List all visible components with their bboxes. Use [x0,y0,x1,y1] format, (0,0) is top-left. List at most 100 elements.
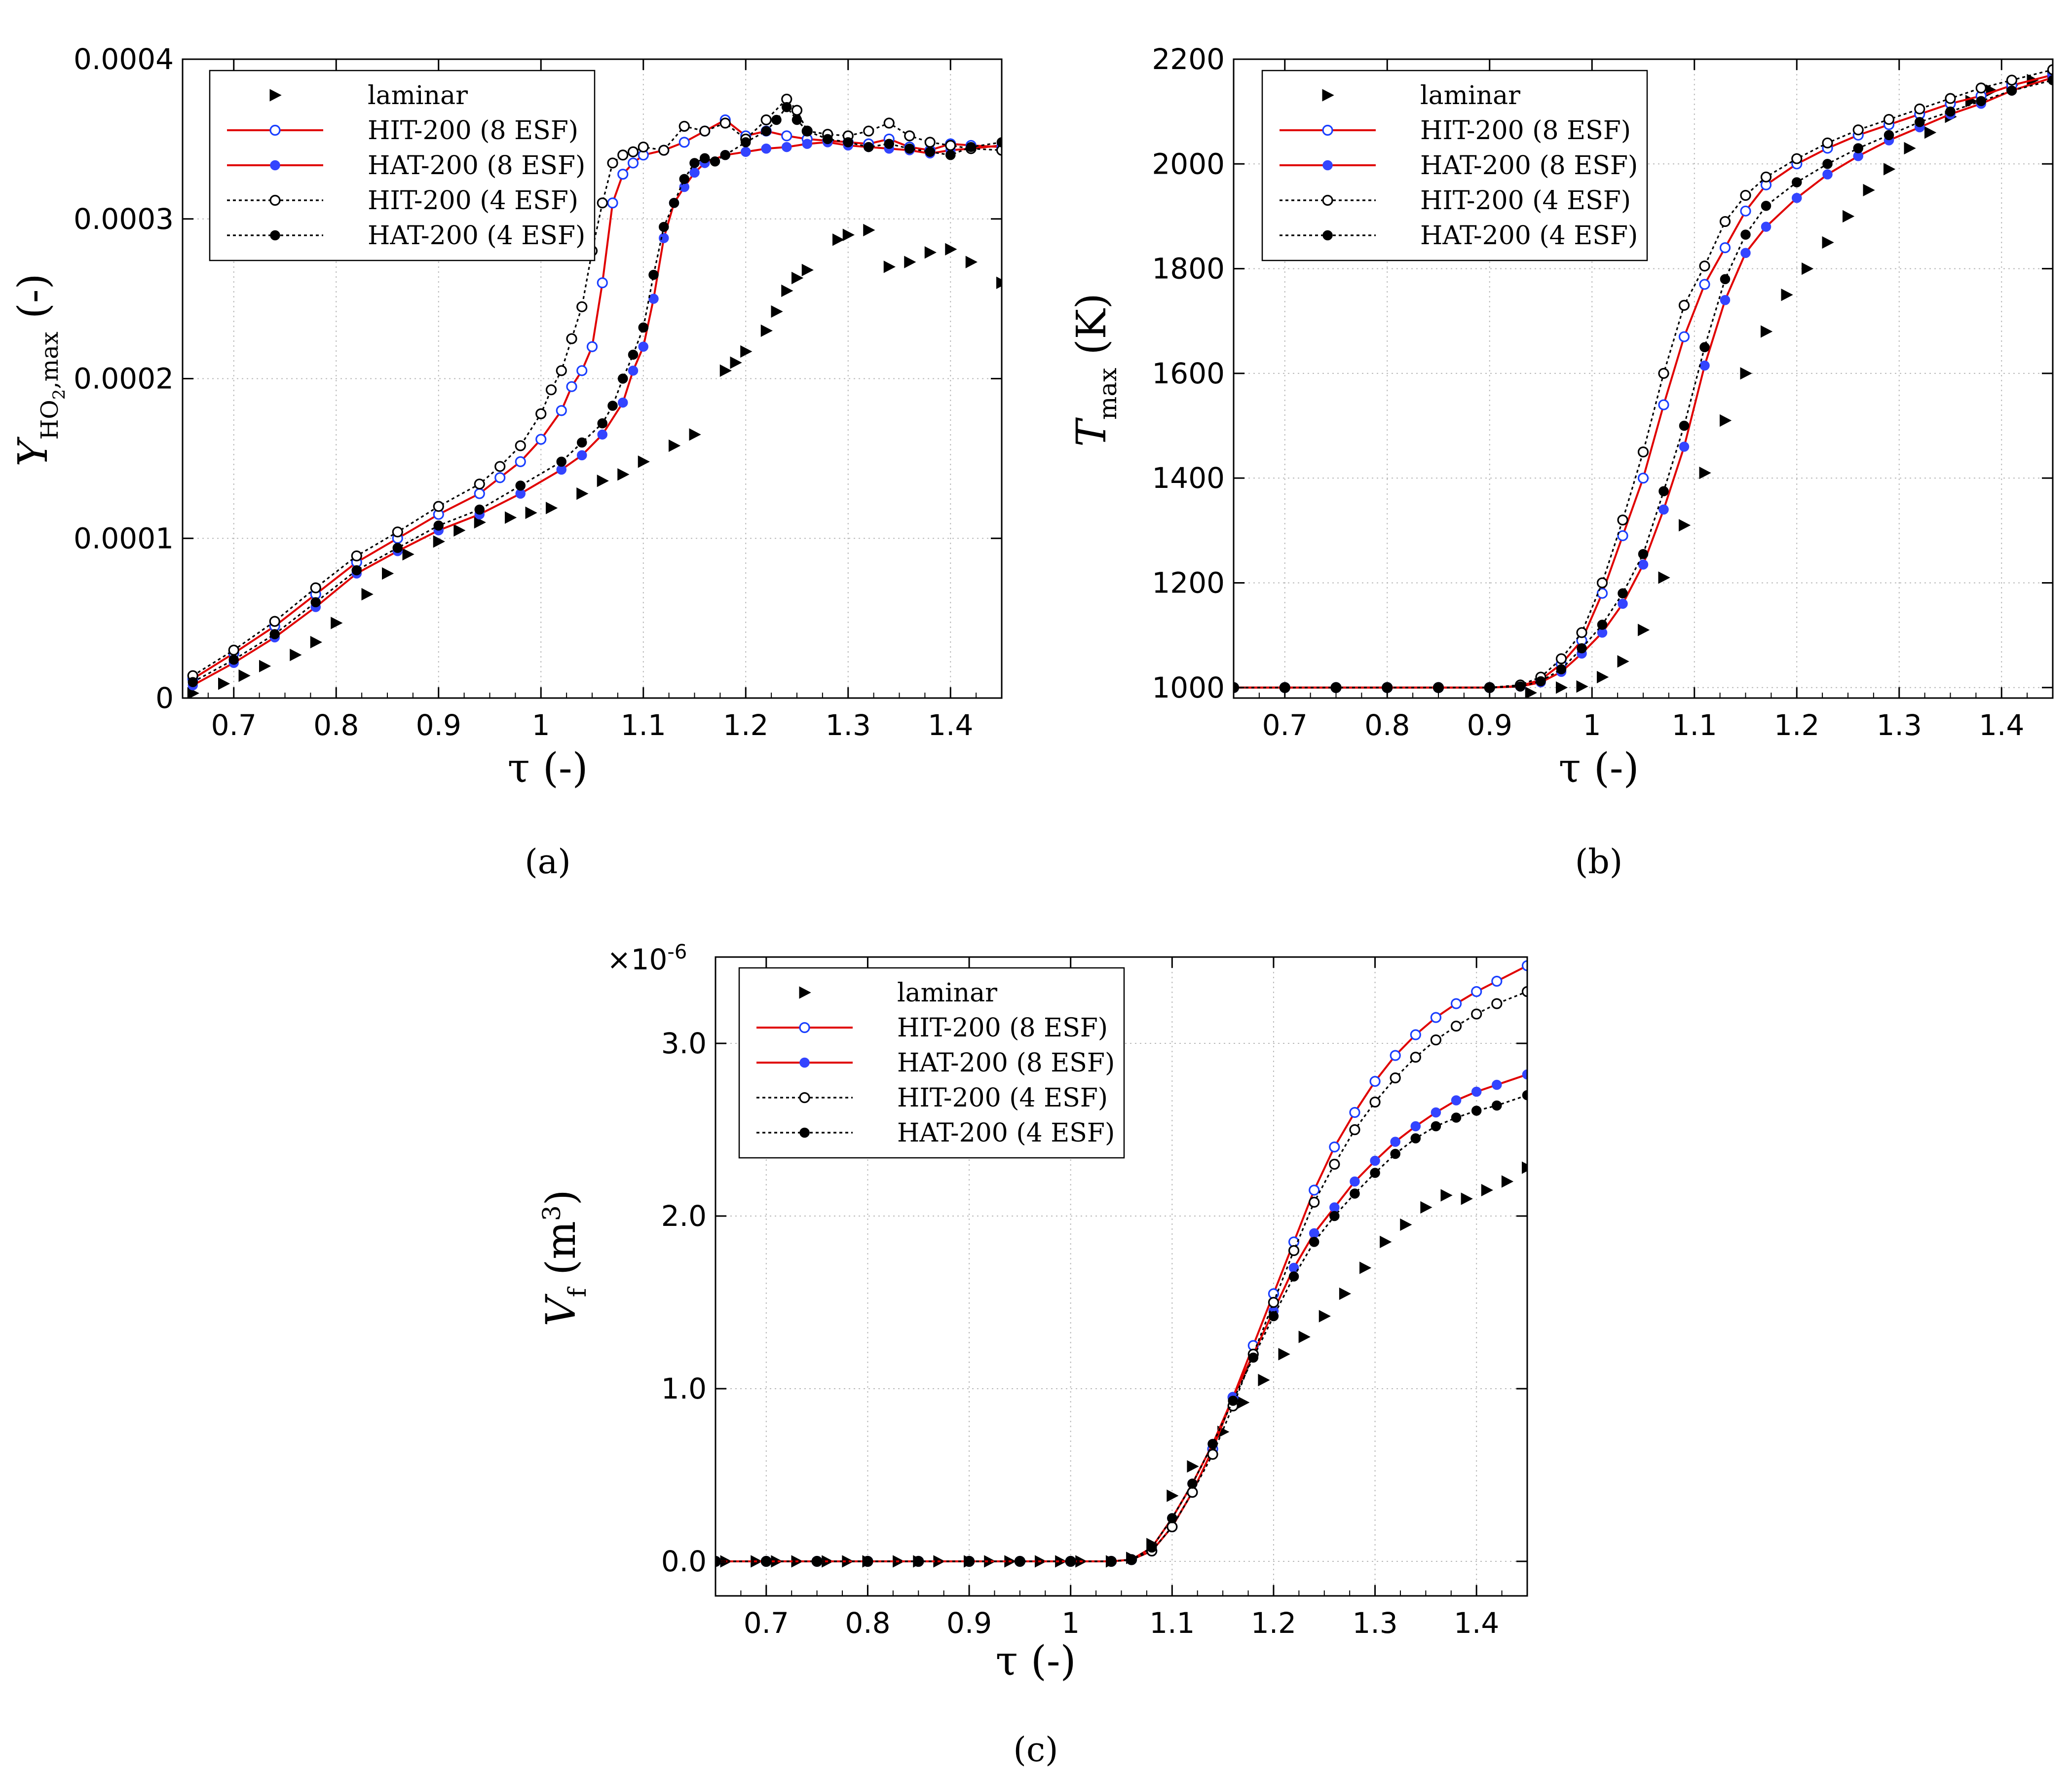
chart-a-point-laminar [259,660,271,672]
chart-c-point-hat-200-4-esf [1471,1106,1482,1116]
chart-a-point-hat-200-4-esf [669,198,679,208]
chart-a-point-laminar [638,455,650,468]
chart-a-point-hit-200-4-esf [310,582,321,593]
chart-c-legend-marker-laminar [799,986,811,999]
chart-c-ytick-label: 2.0 [661,1199,707,1233]
chart-b-ytick-label: 2000 [1152,147,1225,181]
chart-b-point-hit-200-4-esf [2047,64,2053,75]
chart-b-series [1234,64,2053,698]
chart-c-xtick-label: 1.4 [1454,1606,1499,1640]
chart-b-legend: laminar HIT-200 (8 ESF) HAT-200 (8 ESF) HIT… [1261,70,1648,261]
chart-c-point-laminar [1420,1201,1432,1214]
chart-b-point-laminar [1638,624,1650,636]
chart-a-point-laminar [238,669,251,682]
chart-b-point-hit-200-4-esf [1740,189,1751,201]
panel-c: τ (-) Vf (m3) ×10-6 (c) [537,941,1076,1770]
chart-c-point-laminar [1461,1192,1473,1205]
chart-c-point-hit-200-8-esf [1491,975,1503,987]
chart-a-point-hat-200-4-esf [761,126,771,136]
chart-b-point-laminar [1699,466,1711,480]
chart-c-point-hit-200-4-esf [1187,1486,1198,1498]
chart-c-legend-marker-hit-200-8-esf [799,1022,810,1034]
chart-c-point-laminar [1400,1218,1412,1231]
chart-a-point-hat-200-8-esf [782,142,792,152]
chart-b-point-hat-200-4-esf [1433,682,1444,693]
chart-a-point-hit-200-8-esf [586,341,598,352]
chart-c-xtick-label: 1.3 [1352,1606,1397,1640]
chart-a-point-hat-200-4-esf [628,349,639,360]
chart-c-point-laminar [1501,1175,1514,1188]
chart-a-point-hit-200-4-esf [678,120,690,132]
chart-c-point-hat-200-4-esf [1015,1556,1025,1567]
chart-c-point-hit-200-4-esf [1430,1034,1442,1046]
chart-a-legend-marker-hit-200-4-esf [269,194,281,206]
chart-c-point-laminar [1278,1348,1290,1361]
chart-a-point-laminar [904,256,916,268]
chart-a-point-laminar [669,439,681,452]
chart-c-point-hit-200-8-esf [1450,998,1462,1009]
chart-c-point-hat-200-8-esf [1329,1202,1340,1213]
chart-b-point-hat-200-4-esf [1853,143,1863,153]
chart-a-point-hat-200-8-esf [659,233,669,243]
chart-b-point-hat-200-4-esf [1822,159,1833,169]
chart-a-point-laminar [801,263,814,276]
chart-b-point-hit-200-4-esf [1945,93,1956,104]
chart-a-point-hit-200-4-esf [607,157,618,169]
chart-a-point-hit-200-4-esf [515,440,526,451]
chart-b-point-hat-200-8-esf [1720,295,1731,305]
chart-a-point-hit-200-4-esf [760,114,772,126]
chart-a-legend-marker-hat-200-4-esf [270,230,280,241]
chart-b-legend-label-hat-200-8-esf: HAT-200 (8 ESF) [1420,151,1638,181]
chart-a-ytick-label: 0.0001 [74,521,174,555]
chart-b: 0.7 0.8 0.9 1 1.1 1.2 1.3 1.4 1000 1200 1400 1600 18… [1152,42,2054,742]
chart-a-point-hat-200-4-esf [556,456,566,467]
chart-c-point-hat-200-8-esf [1350,1176,1360,1187]
chart-a-point-hit-200-4-esf [924,137,936,148]
chart-a-point-hit-200-8-esf [566,381,577,392]
chart-c-point-hat-200-8-esf [1309,1228,1319,1239]
chart-c-point-laminar [1522,1161,1527,1174]
chart-a-point-hit-200-4-esf [791,105,803,116]
chart-a-point-laminar [883,260,896,273]
chart-c-point-hit-200-4-esf [1471,1008,1482,1020]
chart-b-point-laminar [1556,681,1568,694]
chart-b-legend-marker-hat-200-4-esf [1322,230,1333,241]
chart-b-xtick-label: 1.3 [1877,708,1922,742]
chart-a-point-laminar [791,271,804,285]
chart-c-point-hat-200-4-esf [1329,1211,1340,1221]
chart-c-point-hat-200-4-esf [1288,1271,1299,1282]
chart-b-ytick-label: 1200 [1152,566,1225,599]
chart-b-point-hat-200-4-esf [1658,486,1669,496]
chart-c-point-hat-200-4-esf [1106,1556,1117,1567]
chart-a-point-hat-200-4-esf [802,126,812,136]
chart-c-point-hit-200-4-esf [1329,1158,1340,1170]
chart-b-xtick-label: 1 [1583,708,1601,742]
chart-a-point-hit-200-8-esf [515,456,526,467]
chart-c-point-hat-200-4-esf [964,1556,975,1567]
chart-b-point-laminar [1904,142,1916,155]
chart-b-point-hit-200-4-esf [1658,368,1669,379]
chart-b-point-hat-200-4-esf [1597,620,1608,630]
chart-c-xtick-label: 0.9 [946,1606,992,1640]
chart-a-point-hat-200-4-esf [864,142,874,152]
chart-c-ytick-label: 0.0 [661,1545,707,1578]
chart-c-xtick-label: 1 [1061,1606,1080,1640]
chart-a-point-hat-200-4-esf [710,156,720,167]
chart-c-point-hit-200-8-esf [1309,1184,1320,1196]
chart-a-point-hat-200-4-esf [607,401,618,411]
chart-a-point-laminar [965,256,978,268]
chart-a-point-hat-200-4-esf [741,137,751,148]
chart-c-point-hat-200-4-esf [1431,1121,1441,1132]
chart-b-point-hat-200-4-esf [1699,342,1710,353]
chart-a-point-laminar [576,487,589,500]
chart-c-point-hit-200-8-esf [1329,1141,1340,1153]
chart-a-point-hat-200-4-esf [791,114,802,125]
chart-c-point-hit-200-4-esf [1521,986,1527,997]
chart-a-point-hit-200-4-esf [996,145,1002,156]
panel-c-axis-multiplier: ×10-6 [607,941,687,976]
chart-a-point-hat-200-8-esf [597,429,607,440]
chart-b-xtick-label: 1.2 [1774,708,1819,742]
chart-a-point-hit-200-4-esf [699,125,711,137]
chart-a-point-hit-200-4-esf [904,130,915,142]
